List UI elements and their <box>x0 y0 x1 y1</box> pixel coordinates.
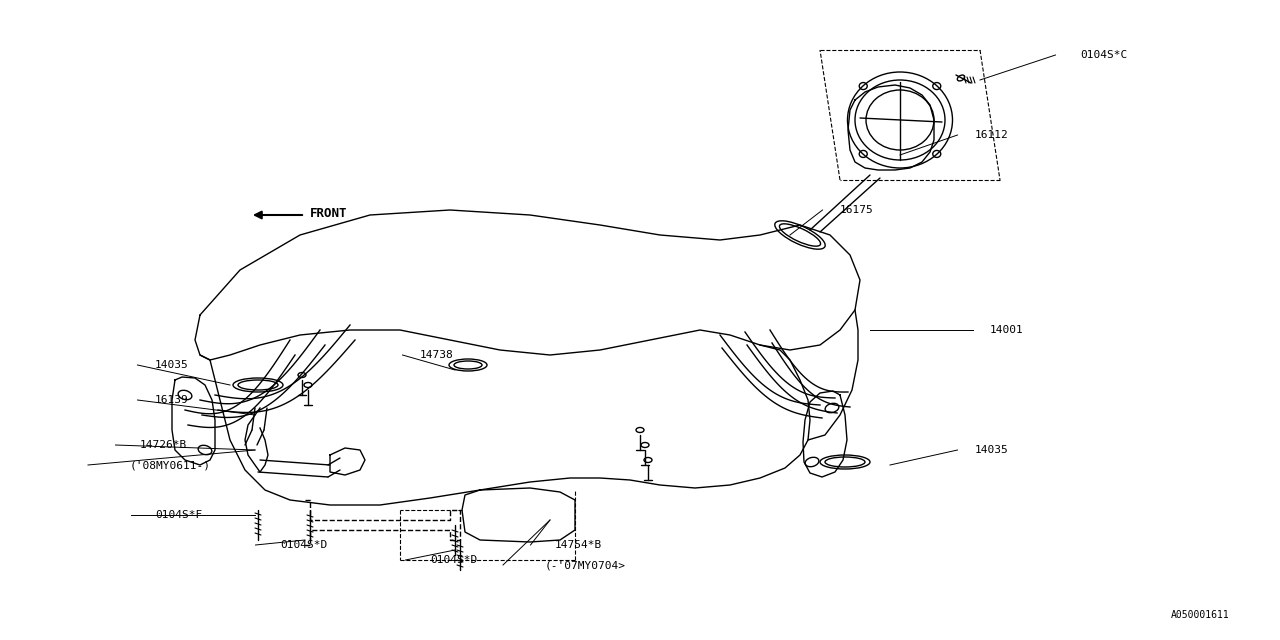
Text: 14726*B: 14726*B <box>140 440 187 450</box>
Text: (-'07MY0704>: (-'07MY0704> <box>545 560 626 570</box>
Text: 14035: 14035 <box>155 360 188 370</box>
Text: FRONT: FRONT <box>310 207 347 220</box>
Text: 14754*B: 14754*B <box>556 540 603 550</box>
Text: ('08MY0611-): ('08MY0611-) <box>131 460 211 470</box>
Text: 0104S*D: 0104S*D <box>280 540 328 550</box>
Text: 16112: 16112 <box>975 130 1009 140</box>
Text: A050001611: A050001611 <box>1171 610 1230 620</box>
Text: 14738: 14738 <box>420 350 453 360</box>
Text: 0104S*F: 0104S*F <box>155 510 202 520</box>
Text: 0104S*C: 0104S*C <box>1080 50 1128 60</box>
Text: 14035: 14035 <box>975 445 1009 455</box>
Text: 14001: 14001 <box>989 325 1024 335</box>
Text: 16175: 16175 <box>840 205 874 215</box>
Text: 0104S*D: 0104S*D <box>430 555 477 565</box>
Text: 16139: 16139 <box>155 395 188 405</box>
